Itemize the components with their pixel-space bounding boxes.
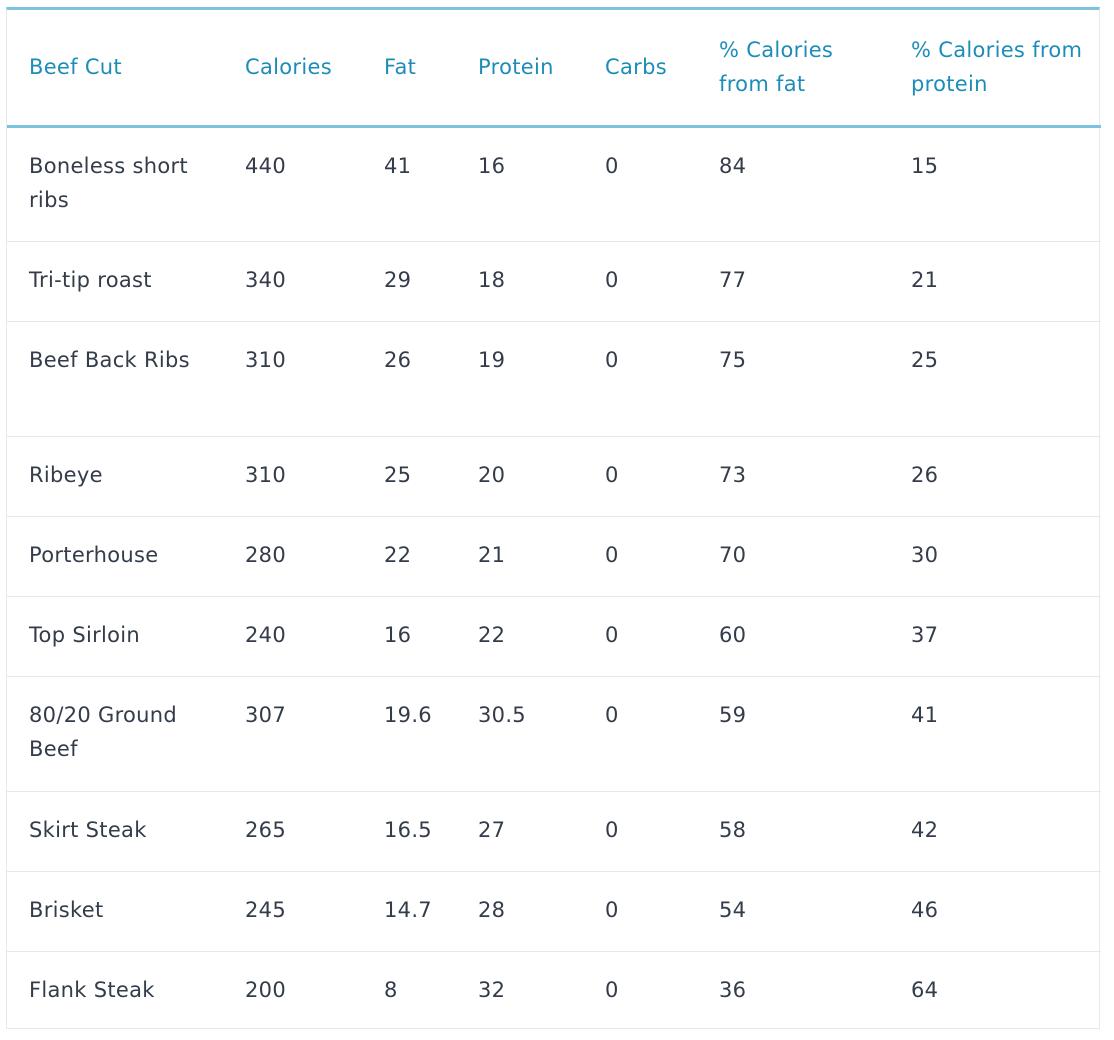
table-header-row: Beef Cut Calories Fat Protein Carbs % Ca… <box>7 10 1101 128</box>
cell-calories: 280 <box>223 516 362 597</box>
cell-fat: 26 <box>362 321 456 437</box>
header-pct-calories-fat: % Calories from fat <box>697 10 889 128</box>
header-carbs: Carbs <box>583 10 697 128</box>
cell-protein: 16 <box>456 126 583 242</box>
cell-calories: 310 <box>223 436 362 517</box>
table-row: Flank Steak 200 8 32 0 36 64 <box>7 951 1101 1031</box>
cell-carbs: 0 <box>583 516 697 597</box>
cell-pct-protein: 46 <box>889 871 1101 952</box>
cell-fat: 29 <box>362 241 456 322</box>
header-calories: Calories <box>223 10 362 128</box>
cell-pct-fat: 84 <box>697 126 889 242</box>
cell-pct-protein: 30 <box>889 516 1101 597</box>
cell-fat: 19.6 <box>362 676 456 792</box>
cell-pct-fat: 36 <box>719 977 747 1002</box>
cell-beef-cut: Porterhouse <box>7 516 223 597</box>
table-row: Porterhouse 280 22 21 0 70 30 <box>7 516 1101 597</box>
header-fat: Fat <box>362 10 456 128</box>
cell-pct-fat: 59 <box>697 676 889 792</box>
table-row: Tri-tip roast 340 29 18 0 77 21 <box>7 241 1101 322</box>
cell-protein: 27 <box>456 791 583 872</box>
cell-pct-protein: 21 <box>889 241 1101 322</box>
cell-calories: 200 <box>245 977 286 1002</box>
cell-calories: 240 <box>223 596 362 677</box>
cell-carbs: 0 <box>583 791 697 872</box>
cell-carbs: 0 <box>583 596 697 677</box>
table-row: Top Sirloin 240 16 22 0 60 37 <box>7 596 1101 677</box>
cell-carbs: 0 <box>583 126 697 242</box>
cell-pct-fat: 77 <box>697 241 889 322</box>
cell-calories: 245 <box>223 871 362 952</box>
header-protein: Protein <box>456 10 583 128</box>
cell-pct-protein: 25 <box>889 321 1101 437</box>
cell-pct-protein: 41 <box>889 676 1101 792</box>
cell-carbs: 0 <box>605 977 619 1002</box>
cell-pct-protein: 26 <box>889 436 1101 517</box>
cell-calories: 440 <box>223 126 362 242</box>
cell-fat: 16.5 <box>362 791 456 872</box>
cell-pct-fat: 73 <box>697 436 889 517</box>
cell-protein: 30.5 <box>456 676 583 792</box>
cell-carbs: 0 <box>583 436 697 517</box>
table-row: Boneless short ribs 440 41 16 0 84 15 <box>7 126 1101 242</box>
cell-pct-fat: 70 <box>697 516 889 597</box>
cell-fat: 16 <box>362 596 456 677</box>
cell-protein: 21 <box>456 516 583 597</box>
beef-nutrition-table: Beef Cut Calories Fat Protein Carbs % Ca… <box>7 10 1101 1031</box>
cell-beef-cut: Flank Steak <box>29 977 155 1002</box>
cell-beef-cut: Skirt Steak <box>7 791 223 872</box>
cell-pct-protein: 42 <box>889 791 1101 872</box>
table-row: Beef Back Ribs 310 26 19 0 75 25 <box>7 321 1101 437</box>
cell-beef-cut: Ribeye <box>7 436 223 517</box>
cell-beef-cut: Brisket <box>7 871 223 952</box>
cell-fat: 25 <box>362 436 456 517</box>
cell-beef-cut: Boneless short ribs <box>7 126 223 242</box>
table-row: Ribeye 310 25 20 0 73 26 <box>7 436 1101 517</box>
cell-protein: 22 <box>456 596 583 677</box>
cell-carbs: 0 <box>583 321 697 437</box>
cell-pct-fat: 60 <box>697 596 889 677</box>
header-beef-cut: Beef Cut <box>7 10 223 128</box>
cell-carbs: 0 <box>583 676 697 792</box>
cell-beef-cut: Top Sirloin <box>7 596 223 677</box>
cell-beef-cut: 80/20 Ground Beef <box>7 676 223 792</box>
cell-pct-fat: 54 <box>697 871 889 952</box>
cell-beef-cut: Tri-tip roast <box>7 241 223 322</box>
cell-protein: 18 <box>456 241 583 322</box>
cell-pct-protein: 37 <box>889 596 1101 677</box>
table-row: Brisket 245 14.7 28 0 54 46 <box>7 871 1101 952</box>
cell-protein: 19 <box>456 321 583 437</box>
cell-calories: 340 <box>223 241 362 322</box>
cell-carbs: 0 <box>583 871 697 952</box>
cell-pct-fat: 75 <box>697 321 889 437</box>
cell-protein: 28 <box>456 871 583 952</box>
table-row: Skirt Steak 265 16.5 27 0 58 42 <box>7 791 1101 872</box>
cell-pct-protein: 64 <box>911 977 939 1002</box>
cell-fat: 41 <box>362 126 456 242</box>
cell-fat: 8 <box>384 977 398 1002</box>
cell-calories: 265 <box>223 791 362 872</box>
cell-pct-protein: 15 <box>889 126 1101 242</box>
cell-calories: 310 <box>223 321 362 437</box>
header-pct-calories-protein: % Calories from protein <box>889 10 1101 128</box>
cell-pct-fat: 58 <box>697 791 889 872</box>
nutrition-table-container: Beef Cut Calories Fat Protein Carbs % Ca… <box>6 7 1101 1031</box>
cell-beef-cut: Beef Back Ribs <box>7 321 223 437</box>
cell-fat: 14.7 <box>362 871 456 952</box>
cell-protein: 32 <box>478 977 506 1002</box>
cell-fat: 22 <box>362 516 456 597</box>
table-row: 80/20 Ground Beef 307 19.6 30.5 0 59 41 <box>7 676 1101 792</box>
cell-calories: 307 <box>223 676 362 792</box>
cell-carbs: 0 <box>583 241 697 322</box>
cell-protein: 20 <box>456 436 583 517</box>
